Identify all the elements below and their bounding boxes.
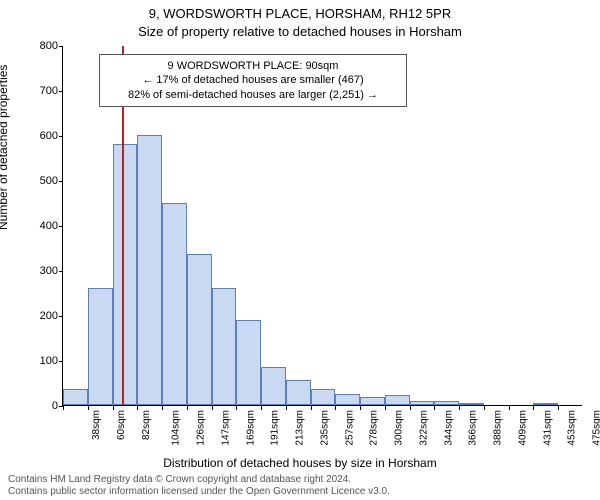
annotation-line1: 9 WORDSWORTH PLACE: 90sqm <box>108 59 398 73</box>
x-tick-label: 366sqm <box>468 410 479 446</box>
x-tick-mark <box>162 406 163 410</box>
histogram-bar <box>360 397 385 405</box>
x-tick-mark <box>459 406 460 410</box>
y-tick-mark <box>59 271 63 272</box>
x-tick-label: 409sqm <box>518 410 529 446</box>
x-tick-label: 235sqm <box>319 410 330 446</box>
x-tick-label: 431sqm <box>542 410 553 446</box>
x-tick-label: 60sqm <box>116 410 127 440</box>
footer-attribution: Contains HM Land Registry data © Crown c… <box>8 474 598 498</box>
histogram-bar <box>286 380 311 405</box>
x-tick-mark <box>484 406 485 410</box>
y-tick-label: 400 <box>18 220 58 232</box>
x-tick-mark <box>385 406 386 410</box>
y-axis-label: Number of detached properties <box>0 65 10 230</box>
y-tick-mark <box>59 136 63 137</box>
y-tick-label: 0 <box>18 400 58 412</box>
x-tick-mark <box>63 406 64 410</box>
x-tick-mark <box>360 406 361 410</box>
y-tick-mark <box>59 361 63 362</box>
x-tick-mark <box>434 406 435 410</box>
histogram-bar <box>410 401 435 406</box>
x-tick-label: 388sqm <box>493 410 504 446</box>
histogram-bar <box>137 135 162 405</box>
plot-area: 010020030040050060070080038sqm60sqm82sqm… <box>62 46 582 406</box>
y-tick-label: 300 <box>18 265 58 277</box>
y-tick-label: 800 <box>18 40 58 52</box>
x-tick-mark <box>88 406 89 410</box>
histogram-bar <box>187 254 212 405</box>
x-tick-label: 453sqm <box>567 410 578 446</box>
chart-title-main: 9, WORDSWORTH PLACE, HORSHAM, RH12 5PR <box>0 6 600 21</box>
x-tick-label: 169sqm <box>245 410 256 446</box>
y-tick-mark <box>59 181 63 182</box>
x-tick-label: 300sqm <box>394 410 405 446</box>
x-tick-mark <box>311 406 312 410</box>
x-tick-label: 257sqm <box>344 410 355 446</box>
x-tick-mark <box>558 406 559 410</box>
y-tick-mark <box>59 46 63 47</box>
x-axis-label: Distribution of detached houses by size … <box>0 456 600 470</box>
histogram-bar <box>236 320 261 406</box>
footer-line1: Contains HM Land Registry data © Crown c… <box>8 474 351 485</box>
x-tick-mark <box>533 406 534 410</box>
x-tick-label: 475sqm <box>592 410 600 446</box>
x-tick-mark <box>335 406 336 410</box>
y-tick-label: 700 <box>18 85 58 97</box>
x-tick-label: 38sqm <box>91 410 102 440</box>
x-tick-mark <box>212 406 213 410</box>
annotation-line3: 82% of semi-detached houses are larger (… <box>108 88 398 102</box>
y-tick-label: 100 <box>18 355 58 367</box>
y-tick-mark <box>59 226 63 227</box>
x-tick-label: 82sqm <box>141 410 152 440</box>
histogram-bar <box>533 403 558 405</box>
histogram-bar <box>311 389 336 405</box>
x-tick-mark <box>113 406 114 410</box>
x-tick-mark <box>137 406 138 410</box>
histogram-bar <box>261 367 286 405</box>
footer-line2: Contains public sector information licen… <box>8 486 390 497</box>
x-tick-label: 104sqm <box>171 410 182 446</box>
annotation-box: 9 WORDSWORTH PLACE: 90sqm← 17% of detach… <box>99 54 407 107</box>
histogram-bar <box>459 403 484 405</box>
x-tick-label: 213sqm <box>295 410 306 446</box>
histogram-bar <box>335 394 360 405</box>
histogram-bar <box>113 144 138 405</box>
x-tick-label: 191sqm <box>270 410 281 446</box>
histogram-bar <box>434 401 459 405</box>
chart-title-sub: Size of property relative to detached ho… <box>0 24 600 39</box>
x-tick-label: 126sqm <box>196 410 207 446</box>
x-tick-label: 344sqm <box>443 410 454 446</box>
y-tick-label: 500 <box>18 175 58 187</box>
y-tick-label: 600 <box>18 130 58 142</box>
x-tick-mark <box>286 406 287 410</box>
chart-container: 9, WORDSWORTH PLACE, HORSHAM, RH12 5PR S… <box>0 0 600 500</box>
x-tick-mark <box>236 406 237 410</box>
histogram-bar <box>385 395 410 405</box>
histogram-bar <box>88 288 113 405</box>
histogram-bar <box>212 288 237 405</box>
x-tick-label: 322sqm <box>418 410 429 446</box>
histogram-bar <box>162 203 187 406</box>
x-tick-mark <box>187 406 188 410</box>
x-tick-mark <box>509 406 510 410</box>
y-tick-mark <box>59 91 63 92</box>
x-tick-label: 147sqm <box>220 410 231 446</box>
x-tick-label: 278sqm <box>369 410 380 446</box>
x-tick-mark <box>261 406 262 410</box>
annotation-line2: ← 17% of detached houses are smaller (46… <box>108 73 398 87</box>
histogram-bar <box>63 389 88 405</box>
y-tick-mark <box>59 316 63 317</box>
plot-inner: 010020030040050060070080038sqm60sqm82sqm… <box>62 46 582 406</box>
y-tick-label: 200 <box>18 310 58 322</box>
x-tick-mark <box>410 406 411 410</box>
